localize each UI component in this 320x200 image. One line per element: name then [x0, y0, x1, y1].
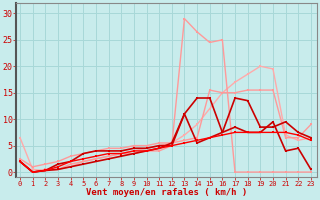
- X-axis label: Vent moyen/en rafales ( km/h ): Vent moyen/en rafales ( km/h ): [86, 188, 247, 197]
